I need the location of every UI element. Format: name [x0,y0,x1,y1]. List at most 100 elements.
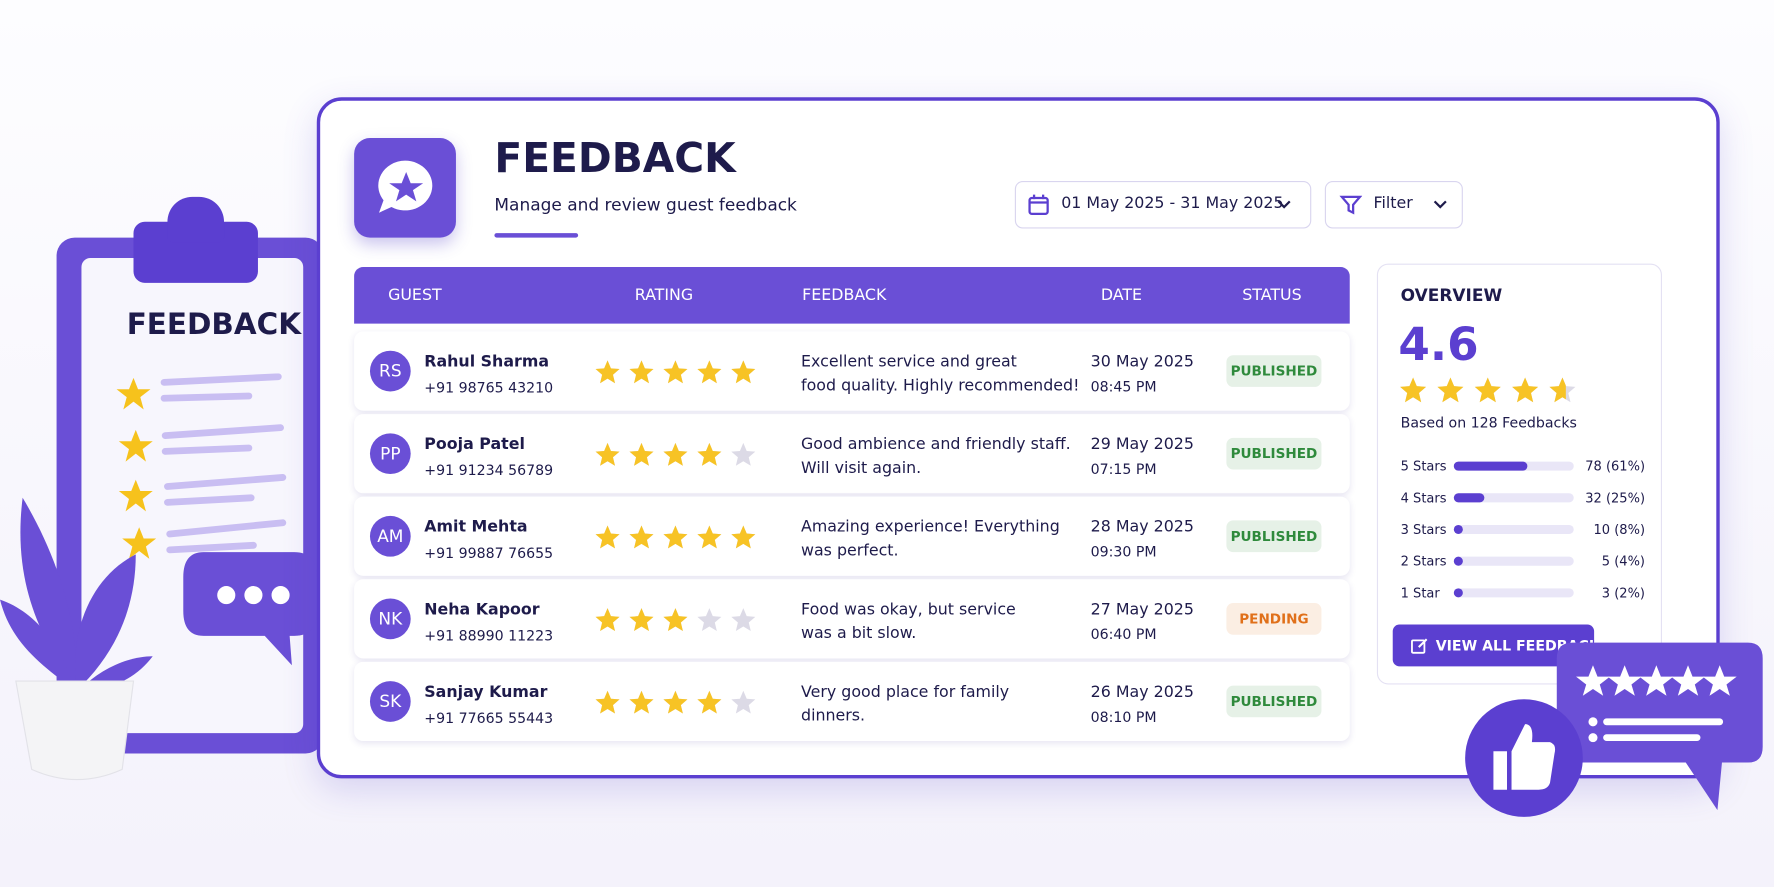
star-fill [1398,376,1427,405]
calendar-icon [1028,194,1049,215]
star [696,359,723,386]
guest-phone: +91 98765 43210 [424,379,554,396]
clipboard-lines [116,373,287,559]
date: 28 May 2025 [1090,518,1194,537]
feedback-line: Amazing experience! Everything [801,518,1060,537]
feedback-line: Very good place for family [801,683,1010,702]
star [1473,376,1502,405]
star [730,606,757,633]
star-fill [594,359,621,386]
guest-name: Rahul Sharma [424,352,550,372]
app-icon [354,138,456,238]
star [730,441,757,468]
star-fill [662,441,689,468]
breakdown-track [1453,461,1574,471]
status-badge: PUBLISHED [1226,685,1322,718]
guest-name: Neha Kapoor [424,600,540,619]
overview-rating: 4.6 [1398,319,1479,372]
date-range-dropdown[interactable]: 01 May 2025 - 31 May 2025 [1014,181,1312,229]
page-subtitle: Manage and review guest feedback [494,194,797,215]
feedback-line: dinners. [801,707,866,726]
guest-phone: +91 99887 76655 [424,544,554,562]
overview-title: OVERVIEW [1400,285,1503,306]
breakdown-track [1453,493,1574,503]
chevron [1277,200,1291,209]
star-fill [1473,376,1502,405]
star-fill [628,359,655,386]
star [696,524,723,551]
time: 08:45 PM [1090,377,1157,395]
column-header: DATE [1100,286,1143,305]
guest-phone: +91 77665 55443 [424,709,554,727]
star [594,606,621,633]
avatar: SK [369,681,411,722]
feedback-line: was a bit slow. [801,624,917,643]
filter-dropdown[interactable]: Filter [1324,181,1463,229]
star [662,689,689,716]
breakdown-label: 2 Stars [1400,553,1447,570]
breakdown-count: 10 (8%) [1593,521,1646,538]
table-row: AM Amit Mehta +91 99887 76655 Amazing exper… [354,496,1350,576]
breakdown-label: 4 Stars [1400,489,1447,506]
star [1398,376,1427,405]
table-row: SK Sanjay Kumar +91 77665 55443 Very good p… [354,661,1350,742]
star [594,689,621,716]
status-badge: PUBLISHED [1226,520,1322,553]
table-header: GUEST RATING FEEDBACK DATE STATUS [354,267,1350,324]
star [594,524,621,551]
date: 27 May 2025 [1090,600,1194,619]
breakdown-count: 78 (61%) [1585,458,1646,475]
star-fill [628,441,655,468]
breakdown-bar [1453,588,1463,598]
time: 08:10 PM [1090,708,1157,726]
breakdown-count: 5 (4%) [1601,553,1646,570]
column-header: GUEST [388,286,442,305]
star-fill [1548,376,1566,405]
time: 07:15 PM [1090,460,1157,478]
breakdown-label: 3 Stars [1400,521,1447,538]
star [1436,376,1465,405]
star [730,359,757,386]
time: 09:30 PM [1090,543,1157,561]
star [1548,376,1577,405]
breakdown-count: 3 (2%) [1601,584,1646,601]
star [628,606,655,633]
chevron [1433,200,1447,209]
breakdown-bar [1453,461,1527,471]
plant [0,497,153,781]
star [662,441,689,468]
star-fill [1510,376,1539,405]
avatar: NK [369,598,411,640]
breakdown-bar [1453,556,1463,566]
clipboard-paper [81,257,304,734]
breakdown-bar [1453,524,1464,535]
star-fill [594,689,621,716]
guest-name: Pooja Patel [424,435,525,454]
star [628,359,655,386]
star-fill [696,441,723,468]
breakdown-bar [1453,493,1484,503]
star [628,441,655,468]
avatar: PP [369,433,411,475]
star-fill [594,441,621,468]
overview-panel: OVERVIEW 4.6 Based on 128 Feedbacks VIEW… [1376,263,1662,685]
date: 26 May 2025 [1090,683,1194,702]
table-row: NK Neha Kapoor +91 88990 11223 Food was oka… [354,579,1350,659]
star-fill [696,524,723,551]
star [696,441,723,468]
feedback-line: Excellent service and great [801,352,1017,372]
star-fill [662,359,689,386]
star [696,606,723,633]
avatar: AM [369,515,411,557]
star-fill [730,359,757,386]
breakdown-track [1453,588,1574,598]
column-header: RATING [634,286,694,305]
star-fill [594,606,621,633]
review-badge [1465,642,1763,817]
star [730,524,757,551]
star [662,606,689,633]
star [594,359,621,386]
status-badge: PUBLISHED [1226,355,1322,387]
